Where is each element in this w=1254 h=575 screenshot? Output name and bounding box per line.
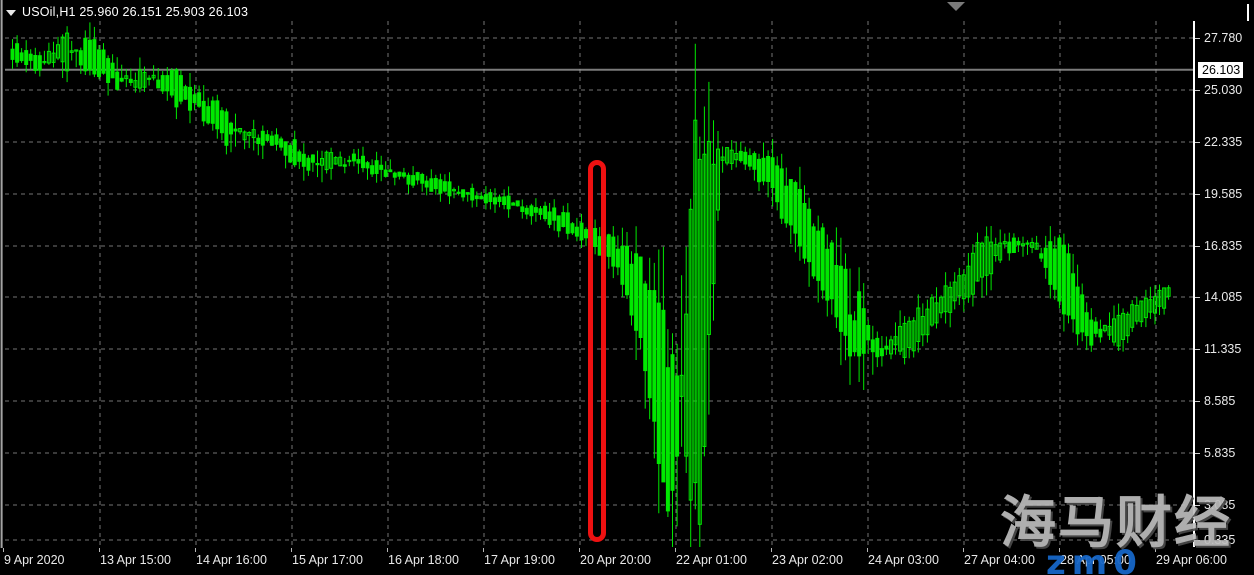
time-axis-label: 14 Apr 16:00 [196, 553, 267, 567]
price-axis-label: 3.085 [1204, 498, 1236, 512]
time-axis-label: 23 Apr 02:00 [772, 553, 843, 567]
time-axis-label: 13 Apr 15:00 [100, 553, 171, 567]
price-axis[interactable]: 27.780 25.030 22.335 19.585 16.835 14.085 11.3… [1193, 21, 1254, 547]
price-axis-label: 19.585 [1204, 187, 1243, 201]
blue-watermark: zm0 7.cn [1046, 543, 1143, 575]
time-axis-label: 29 Apr 06:00 [1156, 553, 1227, 567]
time-tick [963, 548, 964, 552]
triangle-down-icon[interactable] [947, 2, 965, 11]
price-axis-label: 14.085 [1204, 290, 1243, 304]
time-tick [867, 548, 868, 552]
time-tick [675, 548, 676, 552]
time-axis-label: 20 Apr 20:00 [580, 553, 651, 567]
price-tick [1195, 349, 1200, 350]
crash-highlight-rectangle[interactable] [588, 160, 606, 542]
chevron-down-icon[interactable] [6, 9, 16, 16]
price-tick [1195, 142, 1200, 143]
price-tick [1195, 38, 1200, 39]
time-axis-label: 16 Apr 18:00 [388, 553, 459, 567]
price-axis-label: 5.835 [1204, 446, 1236, 460]
time-tick [579, 548, 580, 552]
time-tick [99, 548, 100, 552]
chart-plot-area[interactable] [5, 21, 1193, 547]
price-tick [1195, 90, 1200, 91]
time-axis-label: 24 Apr 03:00 [868, 553, 939, 567]
time-axis-label: 28 Apr 05:00 [1060, 553, 1131, 567]
time-axis[interactable]: 9 Apr 2020 13 Apr 15:00 14 Apr 16:00 15 Apr… [0, 548, 1254, 575]
chart-header: USOil,H1 25.960 26.151 25.903 26.103 [6, 4, 248, 20]
price-axis-label: 22.335 [1204, 135, 1243, 149]
price-tick [1195, 246, 1200, 247]
time-tick [291, 548, 292, 552]
price-tick [1195, 194, 1200, 195]
time-axis-label: 17 Apr 19:00 [484, 553, 555, 567]
price-tick [1195, 505, 1200, 506]
time-axis-label: 22 Apr 01:00 [676, 553, 747, 567]
price-axis-label: 11.335 [1204, 342, 1242, 356]
current-price-label: 26.103 [1197, 60, 1245, 79]
time-tick [771, 548, 772, 552]
price-tick [1195, 540, 1200, 541]
time-axis-label: 27 Apr 04:00 [964, 553, 1035, 567]
chinese-watermark: 海马财经 [1000, 491, 1232, 556]
time-tick [1059, 548, 1060, 552]
price-tick [1195, 453, 1200, 454]
time-tick [387, 548, 388, 552]
price-axis-label: 0.335 [1204, 533, 1236, 547]
price-axis-label: 25.030 [1204, 83, 1243, 97]
price-axis-label: 16.835 [1204, 239, 1243, 253]
time-tick [3, 548, 4, 552]
window-top-strip [0, 0, 1254, 4]
candlestick-series [10, 22, 1171, 547]
symbol-ohlc-label: USOil,H1 25.960 26.151 25.903 26.103 [22, 5, 249, 19]
price-axis-label: 8.585 [1204, 394, 1236, 408]
window-left-border [0, 0, 4, 575]
price-axis-label: 27.780 [1204, 31, 1243, 45]
time-tick [195, 548, 196, 552]
time-axis-label: 9 Apr 2020 [4, 553, 65, 567]
price-tick [1195, 297, 1200, 298]
price-tick [1195, 401, 1200, 402]
time-axis-label: 15 Apr 17:00 [292, 553, 363, 567]
time-tick [1155, 548, 1156, 552]
time-tick [483, 548, 484, 552]
